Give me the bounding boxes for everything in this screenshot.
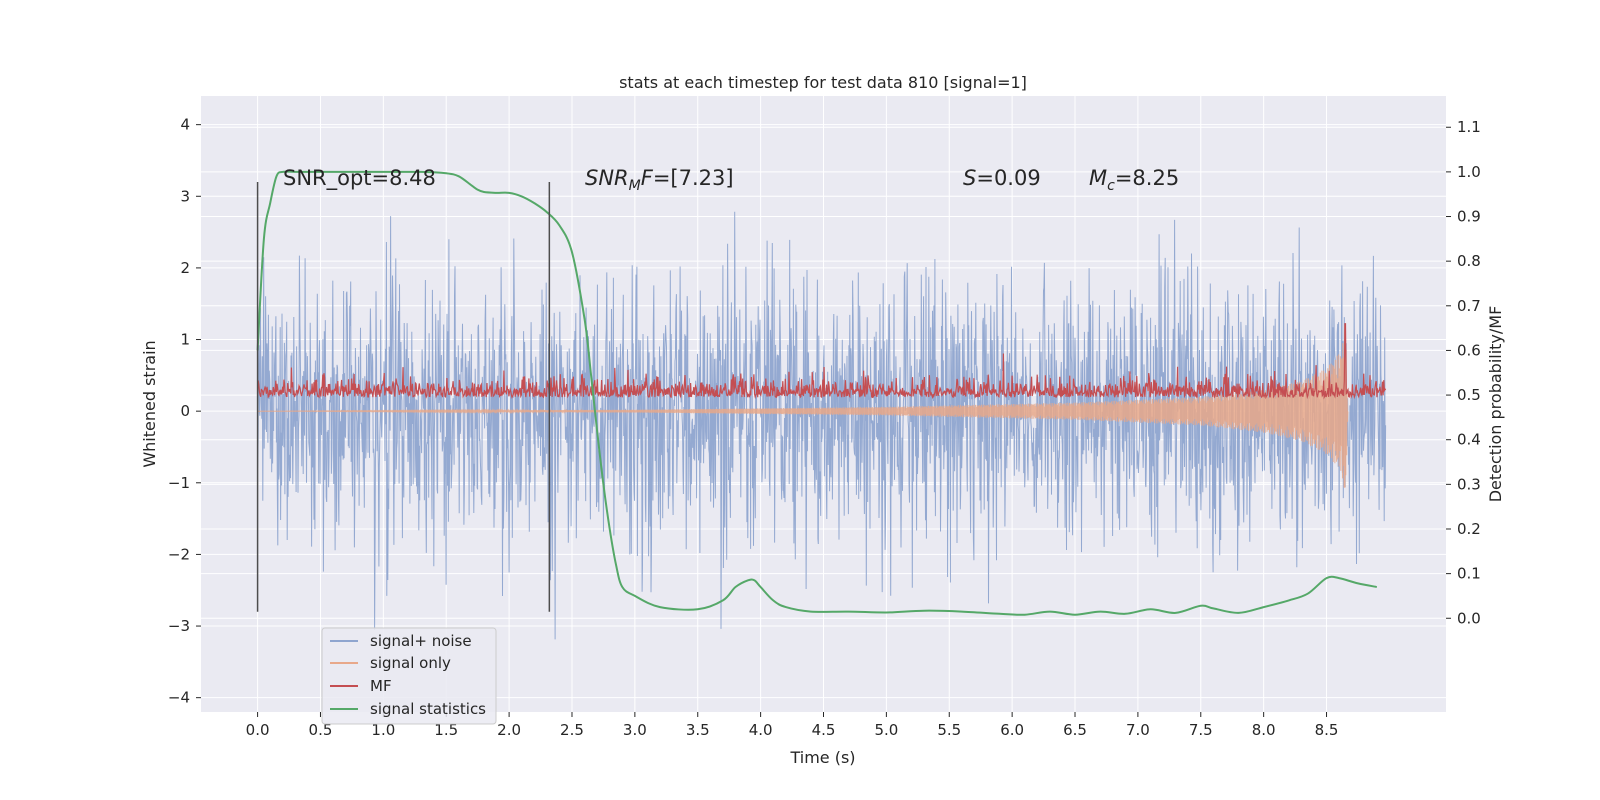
annotation-s-label: S: [963, 166, 976, 190]
series-mf: [257, 323, 1387, 400]
x-tick-label: 4.0: [749, 721, 773, 739]
legend-label: signal statistics: [370, 700, 486, 718]
x-tick-label: 5.5: [937, 721, 961, 739]
chart-title: stats at each timestep for test data 810…: [619, 73, 1027, 92]
annotation-snr-mf: SNRMF=[7.23]: [585, 166, 734, 194]
x-tick-label: 0.0: [246, 721, 270, 739]
y-right-tick-label: 0.8: [1457, 252, 1481, 270]
x-axis-label: Time (s): [789, 748, 855, 767]
x-tick-label: 0.5: [309, 721, 333, 739]
x-tick-label: 3.5: [686, 721, 710, 739]
y-right-axis-ticks: 1.1 1.0 0.9 0.8 0.7 0.6 0.5 0.4 0.3 0.2 0.1 0.0: [1446, 118, 1481, 627]
x-tick-label: 1.5: [434, 721, 458, 739]
x-tick-label: 5.0: [874, 721, 898, 739]
plot-series: [256, 170, 1387, 640]
y-right-tick-label: 0.1: [1457, 565, 1481, 583]
y-right-tick-label: 1.0: [1457, 163, 1481, 181]
y-tick-label: 0: [180, 402, 190, 420]
y-tick-label: −2: [168, 545, 190, 563]
legend-box: [321, 627, 497, 725]
y-right-tick-label: 0.6: [1457, 341, 1481, 359]
x-tick-label: 2.0: [497, 721, 521, 739]
legend-label: signal only: [370, 654, 451, 672]
y-right-tick-label: 0.4: [1457, 431, 1481, 449]
annotation-s-value: =0.09: [976, 166, 1040, 190]
legend: signal+ noise signal only MF signal stat…: [321, 627, 497, 725]
annotation-s: S=0.09: [963, 166, 1041, 190]
y-tick-label: 4: [180, 116, 190, 134]
annotation-mc-value: =8.25: [1115, 166, 1179, 190]
annotation-snr-mf-rest: F: [641, 166, 654, 190]
y-tick-label: 3: [180, 187, 190, 205]
x-tick-label: 8.5: [1315, 721, 1339, 739]
y-right-tick-label: 0.5: [1457, 386, 1481, 404]
legend-item: signal+ noise: [330, 632, 472, 650]
y-right-tick-label: 0.7: [1457, 297, 1481, 315]
y-axis-ticks: 4 3 2 1 0 −1 −2 −3 −4: [168, 116, 201, 707]
x-tick-label: 8.0: [1252, 721, 1276, 739]
x-tick-label: 1.0: [371, 721, 395, 739]
series-signal-statistics: [256, 170, 1377, 616]
y-right-tick-label: 0.9: [1457, 208, 1481, 226]
y-tick-label: −4: [168, 689, 190, 707]
annotation-snr-opt: SNR_opt=8.48: [283, 166, 436, 191]
series-signal-only: [257, 325, 1349, 488]
y-axis-label: Whitened strain: [140, 340, 159, 467]
y-right-tick-label: 0.3: [1457, 475, 1481, 493]
annotation-snr-mf-value: =[7.23]: [653, 166, 734, 190]
annotation-mc: Mc=8.25: [1089, 166, 1179, 194]
y-tick-label: 1: [180, 331, 190, 349]
y-tick-label: −1: [168, 474, 190, 492]
x-axis-ticks: 0.0 0.5 1.0 1.5 2.0 2.5 3.0 3.5 4.0 4.5 5.0 5.5 6.0 6…: [246, 712, 1339, 739]
annotation-mc-label: M: [1089, 166, 1107, 190]
vertical-markers: [256, 181, 551, 612]
y-right-axis-label: Detection probability/MF: [1486, 306, 1505, 503]
x-tick-label: 7.0: [1126, 721, 1150, 739]
x-tick-label: 7.5: [1189, 721, 1213, 739]
x-tick-label: 3.0: [623, 721, 647, 739]
x-tick-label: 2.5: [560, 721, 584, 739]
x-tick-label: 4.5: [812, 721, 836, 739]
x-tick-label: 6.0: [1000, 721, 1024, 739]
series-signal-noise: [257, 211, 1387, 640]
y-tick-label: 2: [180, 259, 190, 277]
y-right-tick-label: 1.1: [1457, 118, 1481, 136]
legend-label: signal+ noise: [370, 632, 472, 650]
annotation-mc-sub: c: [1107, 178, 1115, 194]
legend-item: signal only: [330, 654, 451, 672]
legend-item: signal statistics: [330, 700, 486, 718]
legend-label: MF: [370, 677, 392, 695]
annotations: SNR_opt=8.48 SNRMF=[7.23] S=0.09 Mc=8.25: [283, 166, 1179, 194]
x-tick-label: 6.5: [1063, 721, 1087, 739]
legend-item: MF: [330, 677, 392, 695]
annotation-snr-mf-main: SNR: [585, 166, 629, 190]
annotation-snr-mf-sub: M: [629, 178, 641, 194]
y-right-tick-label: 0.2: [1457, 520, 1481, 538]
y-tick-label: −3: [168, 617, 190, 635]
y-right-tick-label: 0.0: [1457, 609, 1481, 627]
